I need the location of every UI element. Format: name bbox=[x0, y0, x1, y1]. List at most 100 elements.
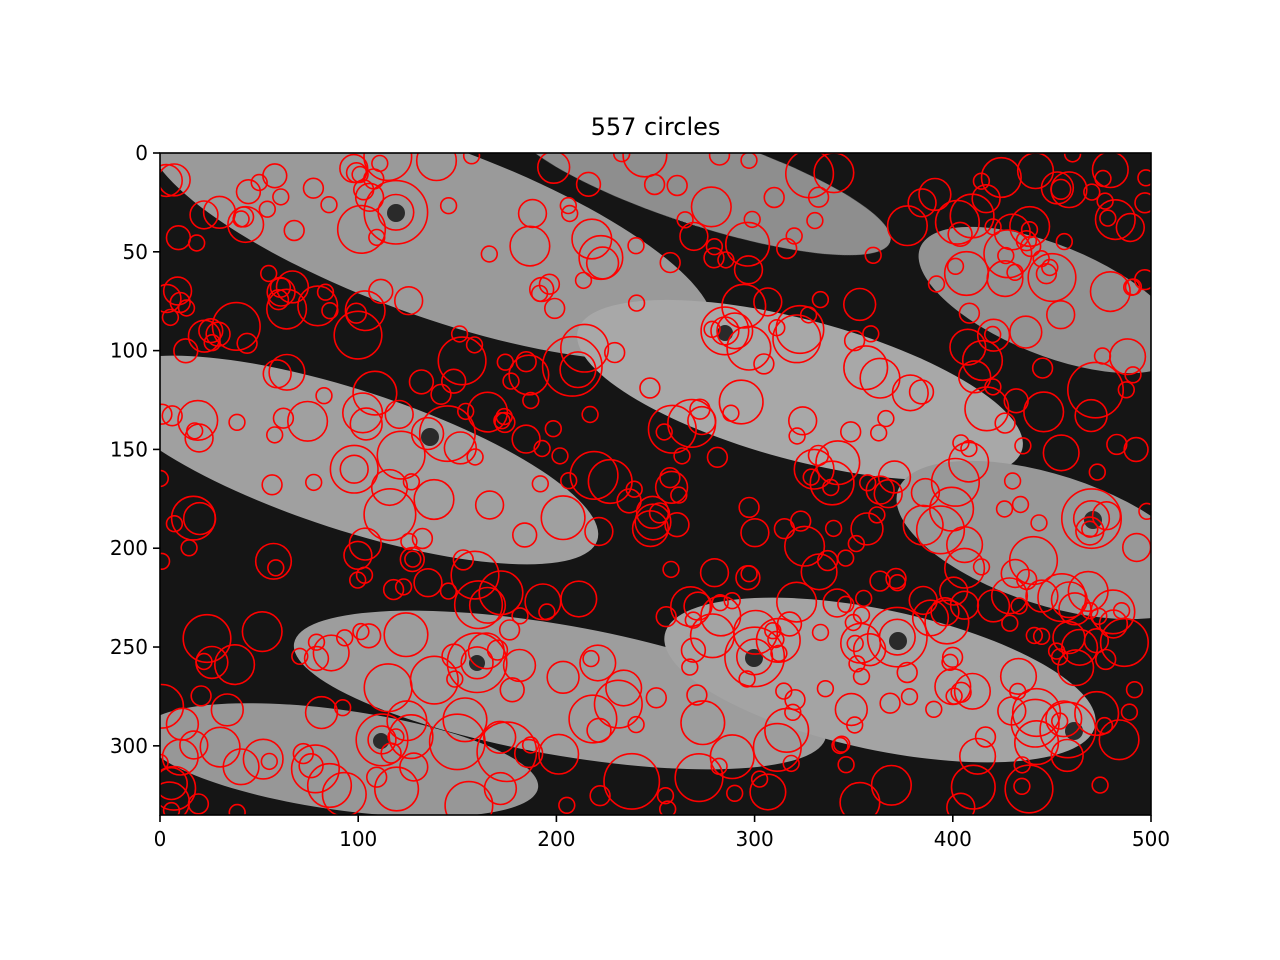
circle-mark bbox=[723, 591, 741, 610]
circle-mark bbox=[662, 560, 680, 579]
circle-mark bbox=[1117, 381, 1136, 399]
circle-mark bbox=[902, 504, 944, 546]
circle-mark bbox=[908, 379, 935, 405]
circle-mark bbox=[807, 186, 830, 208]
circle-mark bbox=[474, 490, 505, 520]
circle-mark bbox=[622, 153, 668, 178]
circle-mark bbox=[718, 379, 764, 425]
circle-mark bbox=[275, 270, 310, 304]
circle-mark bbox=[541, 335, 603, 397]
circle-mark bbox=[593, 679, 643, 729]
circle-mark bbox=[768, 319, 786, 337]
circle-mark bbox=[603, 752, 661, 810]
circle-mark bbox=[162, 801, 181, 815]
circle-mark bbox=[924, 599, 970, 645]
circle-mark bbox=[1123, 436, 1149, 463]
circle-mark bbox=[351, 165, 369, 184]
circle-mark bbox=[306, 762, 353, 809]
circle-mark bbox=[511, 522, 538, 548]
circle-mark bbox=[1047, 642, 1066, 660]
circle-mark bbox=[511, 424, 541, 454]
circle-mark bbox=[160, 781, 191, 815]
circle-mark bbox=[363, 179, 429, 245]
circle-mark bbox=[1081, 520, 1099, 538]
circle-mark bbox=[700, 595, 742, 637]
circle-mark bbox=[634, 503, 672, 541]
circle-mark bbox=[1063, 153, 1082, 163]
circle-mark bbox=[866, 606, 928, 668]
circle-mark bbox=[674, 752, 724, 803]
circle-mark bbox=[235, 179, 262, 205]
circle-mark bbox=[705, 238, 724, 256]
circle-mark bbox=[1137, 169, 1151, 187]
circle-mark bbox=[721, 283, 767, 329]
circle-mark bbox=[983, 325, 1002, 344]
circle-mark bbox=[1120, 703, 1139, 721]
circle-mark bbox=[850, 512, 884, 546]
circle-mark bbox=[450, 550, 500, 600]
circle-mark bbox=[1134, 269, 1151, 291]
circle-mark bbox=[752, 722, 802, 773]
circle-mark bbox=[837, 595, 855, 613]
circle-mark bbox=[877, 409, 895, 428]
circle-mark bbox=[439, 197, 458, 215]
circle-mark bbox=[560, 204, 579, 223]
circle-mark bbox=[524, 583, 562, 621]
circle-mark bbox=[348, 527, 382, 561]
circle-mark bbox=[162, 276, 193, 306]
circle-mark bbox=[953, 672, 992, 710]
circle-mark bbox=[896, 661, 918, 684]
circle-mark bbox=[1055, 232, 1074, 251]
x-tick-label: 400 bbox=[934, 827, 972, 851]
circle-mark bbox=[228, 413, 246, 431]
circle-mark bbox=[750, 770, 769, 788]
circle-mark bbox=[700, 306, 750, 356]
circle-mark bbox=[513, 738, 544, 769]
circle-mark bbox=[267, 559, 285, 577]
circle-mark bbox=[738, 496, 760, 519]
circle-mark bbox=[184, 423, 214, 453]
circle-mark bbox=[302, 177, 325, 199]
circle-mark bbox=[533, 439, 551, 458]
circle-mark bbox=[408, 369, 435, 395]
circle-mark bbox=[321, 302, 339, 320]
circle-mark bbox=[170, 495, 216, 541]
circle-mark bbox=[997, 696, 1027, 726]
circle-mark bbox=[1096, 192, 1114, 210]
circle-mark bbox=[321, 771, 367, 815]
circle-mark bbox=[409, 655, 459, 705]
circle-mark bbox=[160, 403, 173, 425]
circle-mark bbox=[1013, 777, 1031, 795]
circle-mark bbox=[394, 286, 424, 316]
circle-mark bbox=[336, 629, 354, 647]
circle-mark bbox=[868, 506, 886, 524]
circle-mark bbox=[864, 246, 882, 265]
circle-mark bbox=[589, 784, 611, 807]
circle-mark bbox=[740, 153, 758, 169]
circle-mark bbox=[446, 632, 508, 694]
circle-mark bbox=[307, 633, 326, 651]
circle-mark bbox=[441, 368, 467, 394]
circle-mark bbox=[180, 539, 198, 557]
circle-mark bbox=[450, 325, 469, 343]
circle-mark bbox=[949, 328, 987, 366]
circle-mark bbox=[976, 318, 1011, 352]
circle-mark bbox=[950, 764, 996, 810]
circle-mark bbox=[1008, 535, 1059, 586]
circle-mark bbox=[1050, 171, 1088, 209]
circle-mark bbox=[852, 667, 871, 686]
circle-mark bbox=[1074, 690, 1120, 737]
circle-mark bbox=[627, 237, 645, 255]
circle-mark bbox=[873, 479, 903, 509]
circle-mark bbox=[659, 467, 681, 489]
circle-mark bbox=[315, 387, 333, 405]
circle-mark bbox=[543, 297, 566, 320]
circle-mark bbox=[1067, 361, 1125, 419]
circle-mark bbox=[782, 754, 800, 773]
circle-mark bbox=[1003, 472, 1022, 490]
circle-mark bbox=[544, 420, 562, 438]
circle-mark bbox=[587, 458, 633, 505]
circle-mark bbox=[268, 353, 306, 391]
circle-mark bbox=[269, 276, 292, 298]
